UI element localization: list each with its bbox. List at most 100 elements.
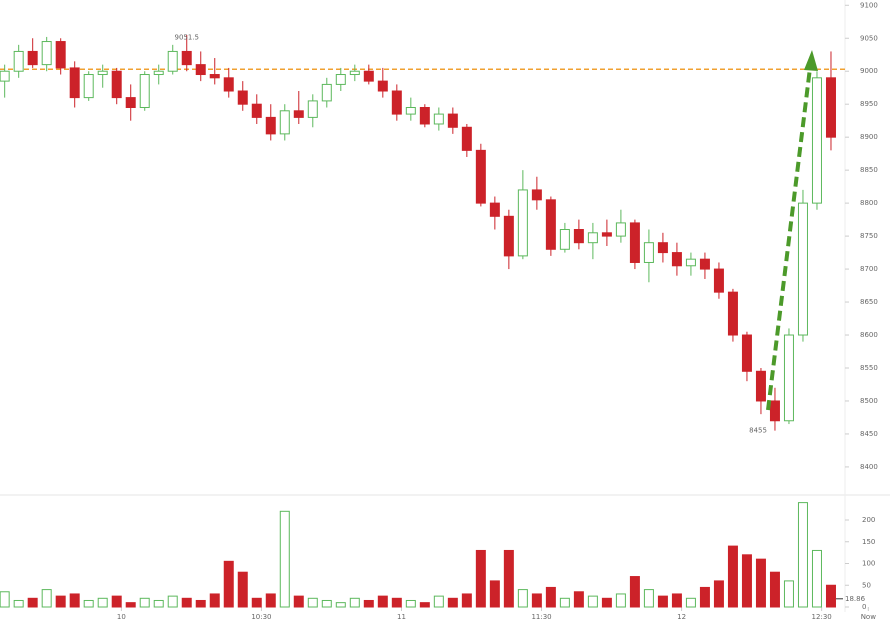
candle-body	[713, 268, 724, 293]
candle-body	[153, 70, 164, 76]
candle-body	[237, 90, 248, 105]
volume-bar	[83, 599, 94, 608]
candle-body	[0, 70, 10, 82]
volume-bar	[601, 597, 612, 608]
candle-body	[433, 113, 444, 125]
y-tick-label: 8900	[860, 133, 878, 141]
candle-body	[279, 110, 290, 135]
volume-bar	[349, 597, 360, 608]
candle-body	[475, 149, 486, 204]
candle-body	[251, 103, 262, 118]
candle-body	[405, 106, 416, 115]
candle-body	[125, 97, 136, 108]
volume-bar	[461, 593, 472, 608]
x-tick-label: 11	[397, 613, 406, 620]
volume-bar	[755, 558, 766, 608]
volume-bar	[797, 502, 808, 608]
candle-body	[657, 242, 668, 254]
high-label: 9051.5	[174, 33, 199, 41]
volume-bar	[181, 597, 192, 608]
candle-body	[615, 222, 626, 237]
candle-body	[223, 77, 234, 92]
volume-bar	[0, 591, 10, 608]
volume-bar	[69, 593, 80, 608]
volume-bar	[811, 549, 822, 608]
candle-body	[783, 334, 794, 422]
volume-bar	[335, 602, 346, 608]
volume-bar	[825, 584, 836, 608]
y-tick-label: 8650	[860, 298, 878, 306]
candle-body	[265, 116, 276, 135]
candle-body	[447, 113, 458, 128]
y-tick-label: 8850	[860, 166, 878, 174]
volume-bar	[307, 597, 318, 608]
candle-body	[685, 258, 696, 267]
volume-bar	[111, 595, 122, 608]
volume-bar	[559, 597, 570, 608]
candle-body	[293, 110, 304, 118]
volume-bar	[447, 597, 458, 608]
volume-bar	[783, 580, 794, 608]
candle-body	[741, 334, 752, 372]
volume-bar	[209, 593, 220, 608]
volume-bar	[699, 586, 710, 608]
candle-body	[349, 70, 360, 76]
volume-bar	[433, 595, 444, 608]
arrow-shaft	[766, 67, 812, 411]
volume-bar	[741, 554, 752, 608]
candle-body	[195, 64, 206, 76]
candle-body	[335, 74, 346, 85]
x-tick-label: 11:30	[531, 613, 551, 620]
arrow-head	[804, 50, 818, 71]
volume-bar	[475, 549, 486, 608]
volume-bar	[279, 510, 290, 608]
volume-bar	[153, 599, 164, 608]
candle-body	[517, 189, 528, 257]
candle-body	[69, 67, 80, 99]
volume-bar	[223, 560, 234, 608]
x-tick-label: 12	[677, 613, 686, 620]
candle-body	[377, 80, 388, 92]
x-tick-label: 10:30	[251, 613, 271, 620]
candle-body	[643, 242, 654, 263]
candle-body	[601, 232, 612, 237]
volume-tick-label: 150	[862, 538, 875, 546]
y-tick-label: 8600	[860, 331, 878, 339]
x-tick-label: 10	[117, 613, 126, 620]
y-tick-label: 8800	[860, 199, 878, 207]
volume-marker-label: 18.86	[845, 595, 866, 603]
candle-body	[811, 77, 822, 204]
volume-bar	[167, 595, 178, 608]
candle-body	[13, 50, 24, 72]
candle-body	[307, 100, 318, 118]
volume-bar	[41, 589, 52, 608]
volume-bar	[321, 599, 332, 608]
candle-body	[559, 229, 570, 250]
candle-body	[545, 199, 556, 250]
y-tick-label: 8450	[860, 430, 878, 438]
candle-body	[391, 90, 402, 115]
trend-arrow	[766, 50, 818, 411]
volume-bar	[615, 593, 626, 608]
volume-bar	[13, 599, 24, 608]
volume-bar	[769, 571, 780, 608]
volume-bar	[727, 545, 738, 608]
volume-bar	[97, 597, 108, 608]
volume-bar	[685, 597, 696, 608]
low-label: 8455	[749, 427, 767, 435]
volume-bar	[27, 597, 38, 608]
y-tick-label: 9100	[860, 1, 878, 9]
volume-tick-label: 50	[862, 581, 871, 589]
volume-tick-label: 0	[862, 603, 866, 611]
y-tick-label: 8500	[860, 397, 878, 405]
candle-body	[671, 252, 682, 267]
candle-body	[573, 229, 584, 244]
volume-bar	[517, 589, 528, 608]
volume-bar	[629, 576, 640, 608]
candle-body	[587, 232, 598, 244]
candle-body	[139, 74, 150, 108]
candle-body	[503, 215, 514, 257]
y-tick-label: 8750	[860, 232, 878, 240]
candle-body	[461, 126, 472, 151]
candle-body	[55, 41, 66, 69]
